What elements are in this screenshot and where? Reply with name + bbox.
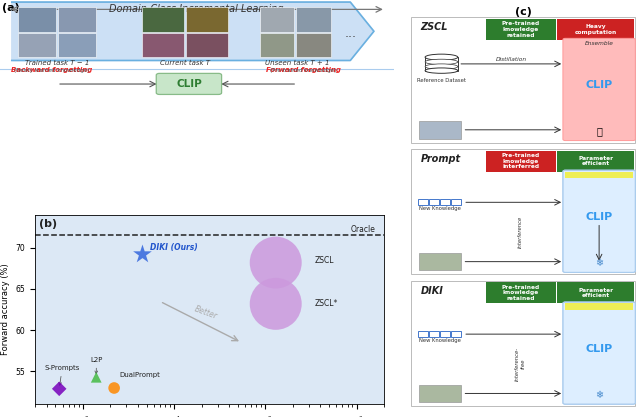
Bar [18,7,56,32]
FancyBboxPatch shape [563,170,636,272]
Text: Interference-
free: Interference- free [515,347,526,381]
Text: Pre-trained
knowledge
interferred: Pre-trained knowledge interferred [502,153,540,169]
Bar [411,18,636,143]
Text: Domain-Class Incremental Learning: Domain-Class Incremental Learning [109,5,284,14]
Bar [557,19,634,40]
Point [109,384,119,391]
Bar [411,149,636,274]
Text: Pre-trained
knowledge
retained: Pre-trained knowledge retained [502,285,540,301]
Bar [486,282,556,303]
Bar [186,7,228,32]
Text: DualPrompt: DualPrompt [119,372,160,378]
Text: (Pre-trained knowledge): (Pre-trained knowledge) [270,62,336,73]
Bar [565,303,633,310]
Text: (a): (a) [2,3,20,13]
Text: DIKI: DIKI [420,286,444,296]
Point [138,251,148,258]
Ellipse shape [425,64,458,69]
FancyBboxPatch shape [156,73,221,95]
Point [54,385,65,392]
Text: (Newly learned knowledge): (Newly learned knowledge) [13,62,89,73]
Bar [557,282,634,303]
Bar [419,121,461,138]
Text: Distillation: Distillation [496,57,527,62]
Text: 🔥: 🔥 [596,126,602,136]
Text: Pre-trained
knowledge
retained: Pre-trained knowledge retained [502,21,540,38]
Text: ❄: ❄ [595,258,603,268]
Text: Parameter
efficient: Parameter efficient [578,156,613,166]
Y-axis label: Forward accuracy (%): Forward accuracy (%) [1,264,10,356]
Text: (c): (c) [515,7,532,17]
Text: ZSCL*: ZSCL* [315,299,339,308]
Bar [260,33,294,57]
Text: CLIP: CLIP [586,80,612,90]
Text: ...: ... [344,27,356,40]
FancyBboxPatch shape [563,302,636,404]
Text: (b): (b) [38,219,57,229]
Bar [58,7,97,32]
Bar [18,33,56,57]
Text: Better: Better [193,305,218,322]
Bar [429,199,439,205]
Text: CLIP: CLIP [586,344,612,354]
Text: Parameter
efficient: Parameter efficient [578,287,613,298]
Bar [141,33,184,57]
Bar [565,171,633,178]
Text: CLIP: CLIP [586,212,612,222]
Bar [429,332,439,337]
Ellipse shape [425,54,458,60]
Text: Ensemble: Ensemble [585,41,614,46]
Text: Heavy
computation: Heavy computation [575,24,617,35]
Bar [425,57,458,70]
Polygon shape [12,2,374,60]
Point [271,301,281,307]
Bar [557,151,634,171]
Bar [486,19,556,40]
Text: Backward forgetting: Backward forgetting [10,67,92,73]
Text: Forward forgetting: Forward forgetting [266,67,340,73]
Ellipse shape [425,68,458,73]
Text: DIKI (Ours): DIKI (Ours) [150,243,198,252]
Bar [260,7,294,32]
Text: Reference Dataset: Reference Dataset [417,78,466,83]
Point [271,259,281,266]
Text: ZSCL: ZSCL [420,22,448,32]
Text: Oracle: Oracle [350,225,375,234]
Bar [419,253,461,270]
Bar [141,7,184,32]
Bar [296,33,331,57]
Text: CLIP: CLIP [176,79,202,89]
Text: Prompt: Prompt [420,154,461,164]
Bar [440,332,450,337]
Bar [418,199,428,205]
Ellipse shape [425,59,458,65]
Bar [451,332,461,337]
Bar [440,199,450,205]
Bar [58,33,97,57]
Bar [451,199,461,205]
Text: ZSCL: ZSCL [315,256,335,265]
Text: Trained task T − 1: Trained task T − 1 [25,60,89,66]
Bar [296,7,331,32]
FancyBboxPatch shape [563,38,636,141]
Text: Current task T: Current task T [160,60,210,66]
Bar [418,332,428,337]
Bar [486,151,556,171]
Text: New Knowledge: New Knowledge [419,338,461,343]
Text: Unseen task T + 1: Unseen task T + 1 [265,60,330,66]
Bar [411,281,636,406]
Text: Interference: Interference [518,216,523,248]
Text: L2P: L2P [90,357,102,374]
Point [91,374,101,381]
Bar [419,385,461,402]
Text: ❄: ❄ [595,389,603,399]
Text: New Knowledge: New Knowledge [419,206,461,211]
Text: S-Prompts: S-Prompts [45,365,80,385]
Bar [186,33,228,57]
